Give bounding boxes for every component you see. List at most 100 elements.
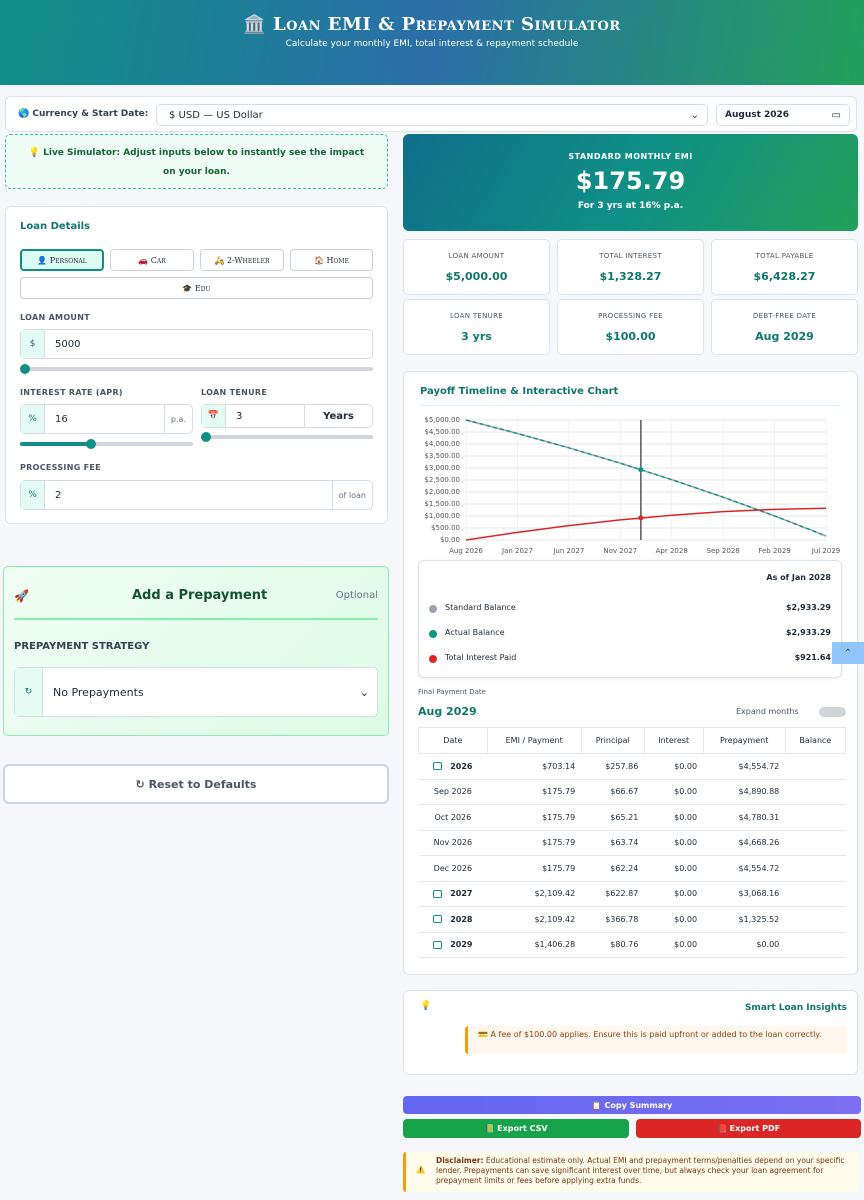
amount-slider[interactable]: [20, 364, 373, 374]
cell-text: $1,325.52: [738, 914, 780, 924]
expand-toggle[interactable]: [819, 707, 846, 717]
strategy-select[interactable]: ↻ No Prepayments ⌄: [14, 667, 378, 717]
tenure-unit[interactable]: Years: [304, 405, 372, 427]
cell: $257.86: [581, 753, 645, 780]
disclaimer-text: Educational estimate only. Actual EMI an…: [436, 1156, 845, 1185]
x-tick-label: Nov 2027: [603, 547, 637, 555]
amount-input[interactable]: $5000: [20, 329, 373, 359]
cell-text: Sep 2026: [433, 787, 472, 797]
rate-input[interactable]: % 16 p.a.: [20, 404, 193, 434]
x-tick-label: Aug 2026: [449, 547, 483, 555]
fee-input[interactable]: % 2 of loan: [20, 480, 373, 510]
cell: $4,890.88: [703, 779, 786, 805]
cell: [785, 855, 846, 882]
row: Dec 2026 $175.79 $62.24 $0.00 $4,554.72: [418, 855, 846, 882]
final-label: Final Payment Date: [418, 688, 486, 696]
cell: $66.67: [581, 779, 645, 805]
cell: 2029: [418, 932, 488, 958]
stat-card: TOTAL INTEREST $1,328.27: [557, 239, 704, 295]
cell: [785, 753, 846, 780]
type-button[interactable]: 🚗 Car: [110, 249, 194, 271]
stat-label: LOAN AMOUNT: [448, 252, 505, 260]
stat-label: PROCESSING FEE: [598, 312, 663, 320]
type-button[interactable]: 🏠 Home: [290, 249, 373, 271]
cell-text: $175.79: [542, 812, 576, 822]
cell-text: $0.00: [674, 863, 698, 873]
tenure-slider[interactable]: [201, 432, 373, 442]
cell-text: $4,890.88: [738, 787, 780, 797]
expand-icon[interactable]: [433, 940, 443, 949]
type-button[interactable]: 🛵 2-Wheeler: [200, 249, 284, 271]
payoff-chart: $0.00 $500.00 $1,000.00 $1,500.00 $2,000.00 $…: [424, 416, 841, 555]
cell-text: 2026: [450, 761, 473, 771]
type-button[interactable]: 👤 Personal: [20, 249, 104, 271]
cell: $175.79: [487, 855, 582, 882]
chart-title: Payoff Timeline & Interactive Chart: [420, 386, 619, 397]
stat-value: 3 yrs: [461, 330, 492, 343]
rate-slider[interactable]: [20, 439, 193, 449]
cell-text: 2027: [450, 889, 473, 899]
stat-value: Aug 2029: [755, 330, 814, 343]
settings-label: 🌎 Currency & Start Date:: [18, 109, 149, 119]
cell: $0.00: [703, 932, 786, 958]
stat-card: LOAN AMOUNT $5,000.00: [403, 239, 550, 295]
cell: [785, 881, 846, 907]
stat-card: DEBT-FREE DATE Aug 2029: [711, 299, 858, 355]
cursor-point: [638, 467, 644, 473]
type-button[interactable]: 🎓 Edu: [20, 277, 373, 299]
icon: ⚠️: [416, 1165, 426, 1174]
y-tick-label: $5,000.00: [424, 416, 460, 424]
cell-text: $0.00: [674, 787, 698, 797]
currency-select[interactable]: $ USD — US Dollar ⌄: [156, 104, 708, 126]
cell: [785, 830, 846, 856]
row: 2029 $1,406.28 $80.76 $0.00 $0.00: [418, 932, 846, 958]
cell-text: $4,668.26: [738, 838, 780, 848]
cell: Dec 2026: [418, 855, 488, 882]
cell-text: $3,068.16: [738, 889, 780, 899]
y-tick-label: $0.00: [440, 536, 460, 544]
cell: [785, 932, 846, 958]
x-tick-label: Apr 2028: [656, 547, 688, 555]
cell-text: $66.67: [610, 787, 639, 797]
rate-label: INTEREST RATE (APR): [20, 388, 123, 397]
cell-text: $65.21: [610, 812, 639, 822]
start-date: August 2026: [725, 110, 790, 120]
column-header: Prepayment: [702, 727, 786, 754]
loan-details-card: Loan Details 👤 Personal 🚗 Car 🛵 2-Wheele…: [5, 206, 388, 524]
cell: $65.21: [581, 804, 645, 831]
row: 2027 $2,109.42 $622.87 $0.00 $3,068.16: [418, 881, 846, 907]
y-tick-label: $2,500.00: [424, 476, 460, 484]
x-tick-label: Jul 2029: [811, 547, 841, 555]
cell-text: Oct 2026: [434, 812, 472, 822]
cell-text: $622.87: [605, 889, 639, 899]
cell: $0.00: [644, 932, 704, 958]
column-header: Date: [418, 727, 488, 754]
reset-button[interactable]: ↻ Reset to Defaults: [3, 764, 389, 804]
pdf-button[interactable]: 📕 Export PDF: [636, 1119, 861, 1138]
expand-icon[interactable]: [433, 915, 443, 924]
cell: $703.14: [487, 753, 582, 780]
cell: [785, 906, 846, 933]
schedule-table: Date EMI / Payment Principal Interest Prepay…: [418, 727, 847, 958]
scroll-top[interactable]: ⌃: [832, 642, 864, 664]
cell-text: $703.14: [542, 761, 576, 771]
loan-details-title: Loan Details: [20, 221, 91, 232]
tenure-input[interactable]: 📅 3 Years: [201, 404, 373, 428]
y-tick-label: $4,000.00: [424, 440, 460, 448]
strategy: No Prepayments: [53, 685, 144, 699]
series-line: [465, 419, 827, 537]
stat-value: $5,000.00: [445, 270, 508, 283]
icon: 🚀: [14, 589, 29, 603]
cell-text: $62.24: [610, 863, 639, 873]
cell: [785, 804, 846, 831]
cell: $0.00: [644, 830, 704, 856]
disclaimer-label: Disclaimer:: [436, 1156, 484, 1165]
copy-button[interactable]: 📋 Copy Summary: [403, 1096, 861, 1114]
expand-icon[interactable]: [433, 762, 443, 771]
legend-value: $921.64: [794, 653, 831, 662]
expand-icon[interactable]: [433, 889, 443, 898]
row: Sep 2026 $175.79 $66.67 $0.00 $4,890.88: [418, 779, 846, 805]
csv-button[interactable]: 📗 Export CSV: [403, 1119, 629, 1138]
date-input[interactable]: August 2026 ▭: [716, 104, 850, 126]
fee: 2: [55, 489, 62, 501]
